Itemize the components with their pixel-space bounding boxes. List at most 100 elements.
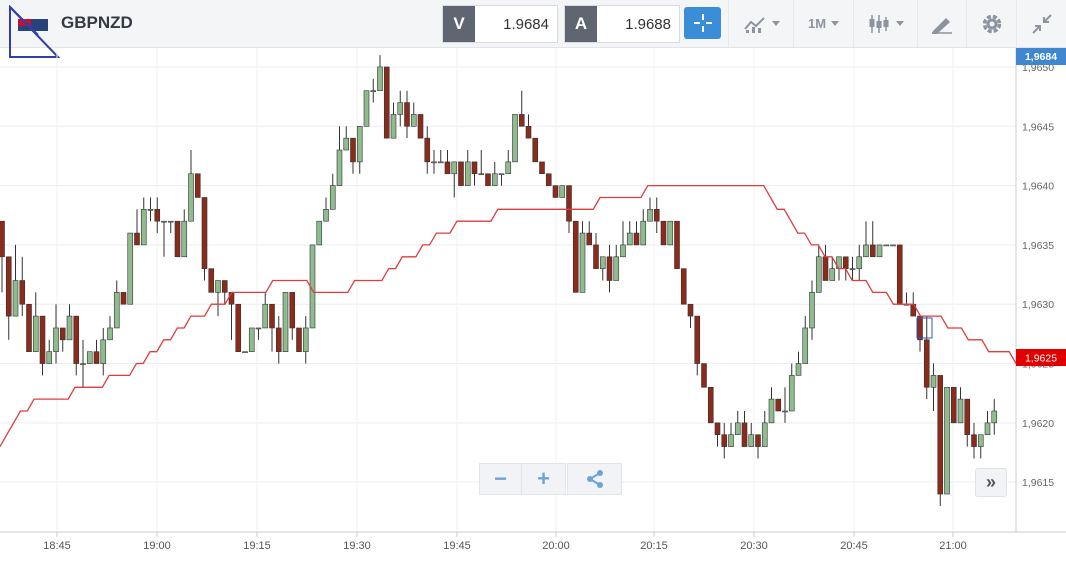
candle-up (761, 422, 768, 447)
zoom-in-button[interactable]: + (522, 463, 566, 495)
timeframe-dropdown[interactable]: 1M (793, 0, 853, 47)
candle-down (269, 303, 275, 329)
candle-down (707, 386, 714, 424)
candle-up (32, 315, 39, 352)
time-tick-label: 20:00 (542, 540, 570, 552)
candle-up (356, 125, 363, 163)
candle-up (768, 398, 775, 424)
time-tick-label: 20:45 (840, 540, 868, 552)
candle-down (289, 292, 296, 329)
candle-down (5, 256, 12, 317)
price-tick-label: 1,9635 (1022, 240, 1054, 252)
candle-up (795, 363, 802, 376)
candle-up (397, 102, 404, 115)
candle-up (302, 327, 309, 352)
candle-down (73, 315, 80, 364)
price-tick-label: 1,9615 (1022, 477, 1054, 489)
settings-button[interactable] (966, 0, 1016, 47)
candle-up (343, 137, 350, 151)
candle-up (559, 185, 566, 198)
chevron-down-icon (771, 21, 780, 26)
candle-down (154, 209, 161, 222)
candle-up (620, 244, 626, 258)
drawing-tools-button[interactable] (917, 0, 966, 47)
candle-down (660, 220, 667, 246)
candle-down (485, 173, 491, 186)
candle-down (721, 434, 728, 447)
candle-type-icon (869, 14, 889, 33)
candle-down (39, 315, 46, 364)
candle-down (120, 292, 127, 305)
candle-down (964, 398, 971, 436)
candle-down (518, 114, 525, 127)
drawing-icon (932, 17, 952, 34)
cursor-highlight (916, 317, 933, 339)
sell-price: 1.9684 (503, 15, 549, 33)
candle-up (147, 209, 154, 211)
candle-down (741, 422, 748, 447)
candle-down (606, 256, 613, 281)
candle-down (0, 220, 5, 258)
candle-up (140, 209, 147, 246)
candle-down (417, 114, 424, 139)
candle-down (404, 102, 410, 127)
candle-down (714, 422, 721, 436)
candle-down (896, 244, 903, 305)
candle-down (971, 434, 977, 447)
candle-up (491, 173, 498, 186)
sell-quote-button[interactable]: V 1.9684 (442, 5, 558, 43)
candle-down (208, 268, 215, 293)
candle-up (53, 327, 59, 352)
price-chart[interactable]: 1,96501,96451,96401,96351,96301,96251,96… (0, 48, 1066, 562)
candle-up (80, 363, 86, 365)
candle-up (512, 114, 518, 163)
buy-quote-button[interactable]: A 1.9688 (564, 5, 680, 43)
candle-up (431, 161, 437, 164)
candle-up (505, 161, 512, 175)
indicators-button[interactable] (728, 0, 793, 47)
candle-up (451, 161, 458, 175)
candle-down (869, 244, 876, 258)
sell-label: V (443, 6, 475, 42)
candle-up (748, 434, 755, 447)
candle-down (525, 125, 532, 139)
candle-up (640, 220, 647, 246)
flag-icon (8, 4, 61, 59)
crosshair-button[interactable] (684, 7, 721, 39)
candle-down (424, 137, 431, 163)
candle-up (647, 209, 653, 222)
candle-down (221, 280, 228, 293)
candle-up (377, 66, 383, 92)
candle-down (19, 280, 26, 305)
candle-up (626, 232, 633, 246)
candle-down (350, 137, 356, 163)
candle-down (93, 351, 100, 364)
candle-down (201, 197, 208, 269)
candle-up (248, 327, 255, 352)
candle-down (572, 220, 579, 293)
time-tick-label: 18:45 (43, 540, 71, 552)
share-button[interactable] (567, 463, 622, 495)
chart-grid (0, 48, 1016, 532)
candle-up (390, 114, 397, 139)
candle-down (586, 232, 593, 246)
candle-up (161, 220, 167, 223)
candle-down (950, 386, 957, 424)
candle-up (316, 220, 323, 246)
candle-up (809, 292, 815, 329)
price-axis-labels: 1,96501,96451,96401,96351,96301,96251,96… (1022, 62, 1054, 489)
candle-down (552, 185, 559, 198)
candle-up (815, 256, 822, 293)
collapse-button[interactable] (1016, 0, 1066, 47)
candle-down (444, 161, 451, 175)
candle-up (100, 339, 107, 364)
collapse-icon (1032, 13, 1052, 34)
candle-down (593, 244, 599, 269)
price-tick-label: 1,9620 (1022, 418, 1054, 430)
price-tick-label: 1,9630 (1022, 299, 1054, 311)
scroll-right-button[interactable]: » (975, 468, 1007, 497)
candle-type-button[interactable] (853, 0, 917, 47)
candle-down (539, 161, 545, 175)
candle-down (545, 173, 552, 186)
zoom-out-button[interactable]: − (479, 463, 522, 495)
